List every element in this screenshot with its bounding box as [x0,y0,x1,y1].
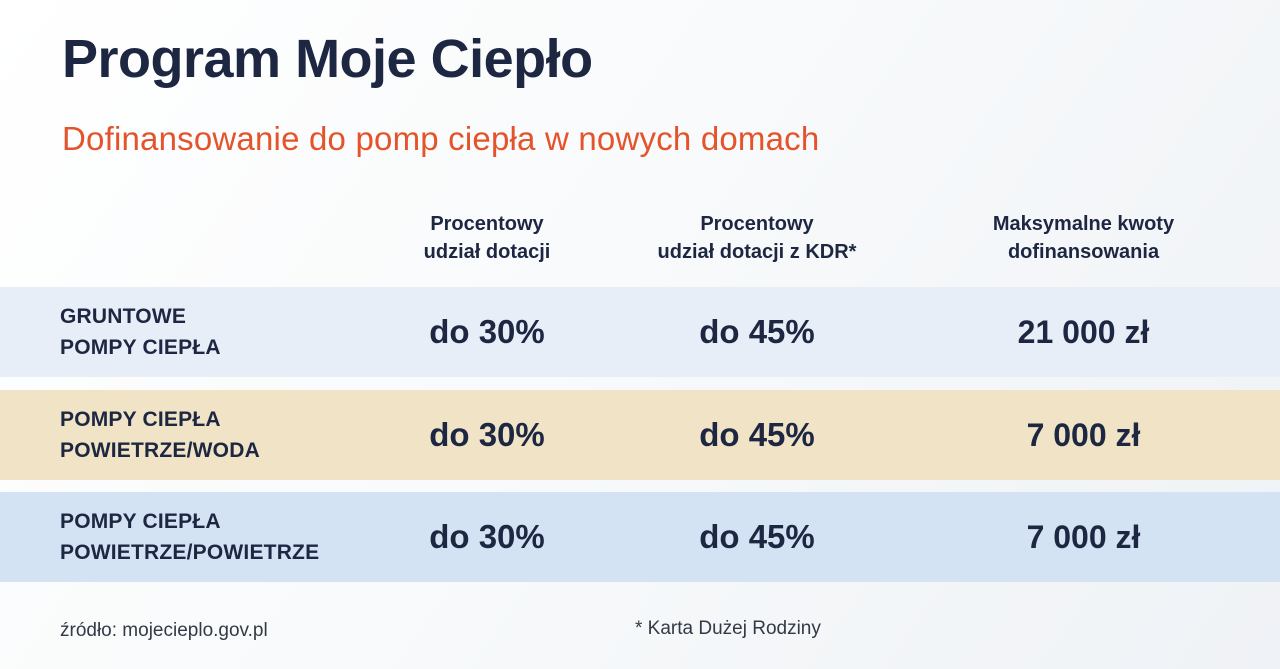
table-row-air-water-heat-pumps: POMPY CIEPŁA POWIETRZE/WODA do 30% do 45… [0,390,1280,480]
row-max-amount: 7 000 zł [1026,518,1141,555]
row-grant-share-kdr: do 45% [699,416,815,453]
page-title: Program Moje Ciepło [62,29,593,89]
kdr-footnote: * Karta Dużej Rodziny [635,618,821,639]
row-max-amount: 7 000 zł [1026,416,1141,453]
row-grant-share: do 30% [429,313,545,350]
table-row-air-air-heat-pumps: POMPY CIEPŁA POWIETRZE/POWIETRZE do 30% … [0,492,1280,582]
table-row-ground-heat-pumps: GRUNTOWE POMPY CIEPŁA do 30% do 45% 21 0… [0,287,1280,377]
row-label: GRUNTOWE POMPY CIEPŁA [60,304,221,359]
table-header-row: Procentowy udział dotacji Procentowy udz… [0,198,1280,278]
page-subtitle: Dofinansowanie do pomp ciepła w nowych d… [62,120,820,157]
column-header-grant-share-kdr: Procentowy udział dotacji z KDR* [657,213,857,263]
column-header-max-amount: Maksymalne kwoty dofinansowania [992,213,1175,263]
row-max-amount: 21 000 zł [1017,313,1150,350]
row-grant-share-kdr: do 45% [699,313,815,350]
source-note: źródło: mojecieplo.gov.pl [60,620,268,641]
row-grant-share-kdr: do 45% [699,518,815,555]
row-label: POMPY CIEPŁA POWIETRZE/POWIETRZE [60,509,320,564]
row-label: POMPY CIEPŁA POWIETRZE/WODA [60,407,260,462]
row-grant-share: do 30% [429,416,545,453]
column-header-grant-share: Procentowy udział dotacji [423,213,551,263]
row-grant-share: do 30% [429,518,545,555]
